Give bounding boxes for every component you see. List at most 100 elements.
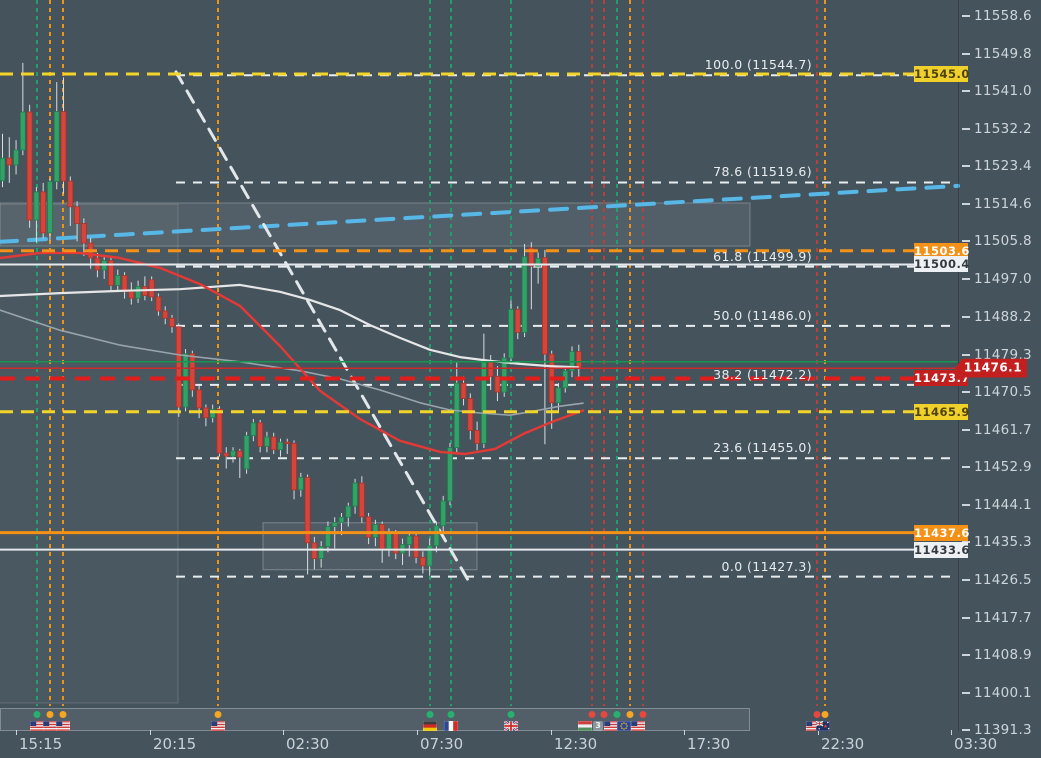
fib-label: 78.6 (11519.6) [713, 164, 812, 180]
candle-bearish [311, 542, 318, 560]
price-axis-label: 11549.8 [962, 46, 1032, 62]
price-axis-label: 11417.7 [962, 610, 1032, 626]
axis-tick-mark [962, 202, 970, 205]
candle-bullish [501, 357, 508, 393]
event-flag-fr-icon[interactable] [444, 721, 458, 731]
event-dot-orange [626, 711, 634, 718]
candle-bullish [318, 546, 325, 560]
candle-bullish [447, 447, 453, 502]
price-alert-badge[interactable]: 11500.4 [914, 256, 970, 273]
event-flag-us-icon[interactable] [211, 721, 225, 731]
axis-tick-value: 11470.5 [974, 384, 1032, 401]
left-session-box [0, 203, 179, 704]
candle-bearish [284, 441, 291, 444]
event-flag-us-icon[interactable] [56, 721, 70, 731]
axis-tick-value: 11391.3 [974, 722, 1032, 739]
price-axis-label: 11444.1 [962, 497, 1032, 513]
axis-tick-value: 11497.0 [974, 270, 1032, 287]
axis-tick-mark [962, 127, 970, 130]
event-flag-us-icon[interactable] [30, 721, 44, 731]
axis-tick-mark [962, 240, 970, 243]
price-alert-badge[interactable]: 11503.6 [914, 242, 970, 259]
candle-bearish [108, 260, 114, 286]
event-count-badge[interactable]: 3 [593, 721, 603, 731]
price-axis-label: 11426.5 [962, 572, 1032, 588]
candle-bearish [175, 326, 182, 408]
price-axis-label: 11541.0 [962, 83, 1032, 99]
candle-bullish [230, 450, 236, 457]
event-flag-us-icon[interactable] [806, 721, 820, 731]
fib-label: 50.0 (11486.0) [713, 307, 812, 323]
candle-bullish [0, 157, 6, 182]
event-flag-hu-icon[interactable] [578, 721, 592, 731]
candle-bearish [162, 310, 169, 319]
candle-bullish [250, 422, 257, 437]
price-axis-label: 11523.4 [962, 158, 1032, 174]
event-flag-us-icon[interactable] [43, 721, 57, 731]
price-alert-badge[interactable]: 11433.6 [914, 541, 970, 558]
axis-tick-value: 11523.4 [974, 158, 1032, 175]
candle-bearish [60, 111, 67, 182]
axis-tick-mark [962, 277, 970, 280]
candle-bullish [508, 308, 514, 359]
candle-bearish [67, 180, 74, 208]
time-axis-label: 20:15 [153, 735, 197, 753]
candle-bearish [379, 524, 386, 550]
event-dot-red [600, 711, 608, 718]
candle-bullish [406, 535, 413, 545]
candle-bullish [277, 441, 284, 451]
event-flag-eu-icon[interactable] [617, 721, 631, 731]
price-axis-label: 11470.5 [962, 384, 1032, 400]
event-flag-us-icon[interactable] [631, 721, 645, 731]
candle-bearish [236, 450, 243, 458]
time-axis-tick [283, 730, 284, 735]
event-dot-red [639, 711, 647, 718]
candle-bullish [243, 435, 250, 470]
time-axis-tick [551, 730, 552, 735]
candle-bearish [202, 407, 209, 419]
price-axis-label: 11479.3 [962, 347, 1032, 363]
axis-tick-value: 11532.2 [974, 120, 1032, 137]
fib-label: 38.2 (11472.2) [713, 366, 812, 382]
event-flag-us-icon[interactable] [604, 721, 618, 731]
price-alert-badge[interactable]: 11473.7 [914, 370, 970, 387]
downtrend-dashed-white[interactable] [174, 70, 470, 582]
candle-bullish [426, 545, 433, 567]
price-alert-badge[interactable]: 11465.9 [914, 403, 970, 420]
candle-bearish [494, 375, 501, 393]
time-axis-label: 03:30 [954, 735, 998, 753]
candle-bullish [440, 500, 447, 527]
event-flag-au-icon[interactable] [816, 721, 830, 731]
event-dot-green [507, 711, 515, 718]
uptrend-dashed-blue[interactable] [0, 183, 960, 244]
time-axis-label: 17:30 [687, 735, 731, 753]
candle-bullish [535, 258, 542, 267]
candles-series [0, 62, 582, 576]
event-flag-gb-icon[interactable] [504, 721, 518, 731]
candle-bearish [358, 482, 365, 518]
event-flag-de-icon[interactable] [423, 721, 437, 731]
price-axis-label: 11558.6 [962, 8, 1032, 24]
candle-bearish [128, 291, 135, 299]
price-axis-label: 11488.2 [962, 309, 1032, 325]
axis-tick-value: 11417.7 [974, 609, 1032, 626]
fib-label: 61.8 (11499.9) [713, 248, 812, 264]
candle-bearish [514, 308, 521, 333]
candle-bullish [114, 275, 121, 286]
fib-label: 23.6 (11455.0) [713, 440, 812, 456]
time-axis-tick [818, 730, 819, 735]
event-dot-orange [214, 711, 222, 718]
axis-tick-value: 11408.9 [974, 647, 1032, 664]
candle-bearish [365, 516, 372, 538]
time-axis-tick [417, 730, 418, 735]
price-alert-badge[interactable]: 11437.6 [914, 524, 970, 541]
axis-tick-mark [962, 654, 970, 657]
price-axis-label: 11452.9 [962, 459, 1032, 475]
candle-bearish [291, 442, 297, 491]
axis-tick-mark [962, 616, 970, 619]
axis-tick-value: 11479.3 [974, 346, 1032, 363]
price-alert-badge[interactable]: 11545.0 [914, 66, 970, 82]
axis-tick-value: 11505.8 [974, 233, 1032, 250]
